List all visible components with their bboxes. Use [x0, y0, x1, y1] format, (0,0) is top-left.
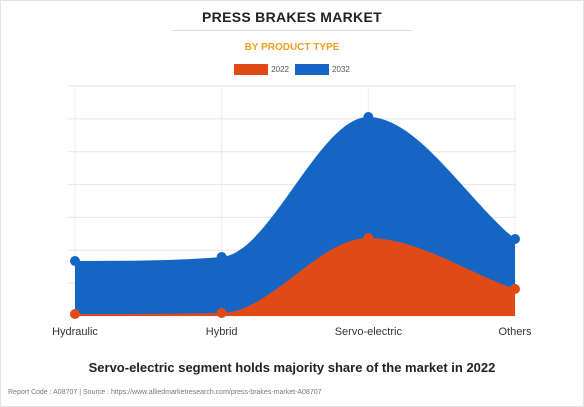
- x-axis-tick-labels: Hydraulic Hybrid Servo-electric Others: [52, 326, 532, 338]
- area-series-2022[interactable]: [75, 238, 515, 316]
- chart-caption: Servo-electric segment holds majority sh…: [88, 360, 496, 375]
- source-text: Source : https://www.alliedmarketresearc…: [83, 389, 322, 396]
- data-points: [70, 112, 520, 319]
- legend-swatch-2032: [295, 64, 329, 75]
- x-tick-label-hybrid: Hybrid: [206, 326, 238, 338]
- legend-item-2022[interactable]: 2022: [234, 64, 289, 75]
- report-code: Report Code : A08707: [8, 389, 78, 396]
- legend-swatch-2022: [234, 64, 269, 75]
- legend-label-2022: 2022: [271, 65, 289, 74]
- footer-source: Report Code : A08707 | Source : https://…: [8, 389, 322, 396]
- data-point-2022-others[interactable]: [510, 284, 520, 294]
- x-tick-label-servo-electric: Servo-electric: [335, 326, 403, 338]
- x-tick-label-others: Others: [498, 326, 532, 338]
- legend-item-2032[interactable]: 2032: [295, 64, 350, 75]
- area-series: [75, 117, 515, 316]
- data-point-2032-hydraulic[interactable]: [70, 256, 80, 266]
- data-point-2032-hybrid[interactable]: [216, 252, 227, 262]
- data-point-2022-hydraulic[interactable]: [70, 309, 80, 319]
- data-point-2032-others[interactable]: [510, 234, 520, 244]
- chart-legend: 2022 2032: [0, 64, 584, 75]
- chart-title: PRESS BRAKES MARKET: [202, 9, 382, 25]
- legend-label-2032: 2032: [332, 65, 350, 74]
- data-point-2022-hybrid[interactable]: [216, 308, 227, 318]
- x-tick-label-hydraulic: Hydraulic: [52, 326, 98, 338]
- title-divider: [172, 30, 412, 31]
- footer-separator: |: [79, 389, 82, 396]
- data-point-2032-servo-electric[interactable]: [363, 112, 374, 122]
- data-point-2022-servo-electric[interactable]: [363, 233, 374, 243]
- chart-subtitle: BY PRODUCT TYPE: [244, 42, 340, 53]
